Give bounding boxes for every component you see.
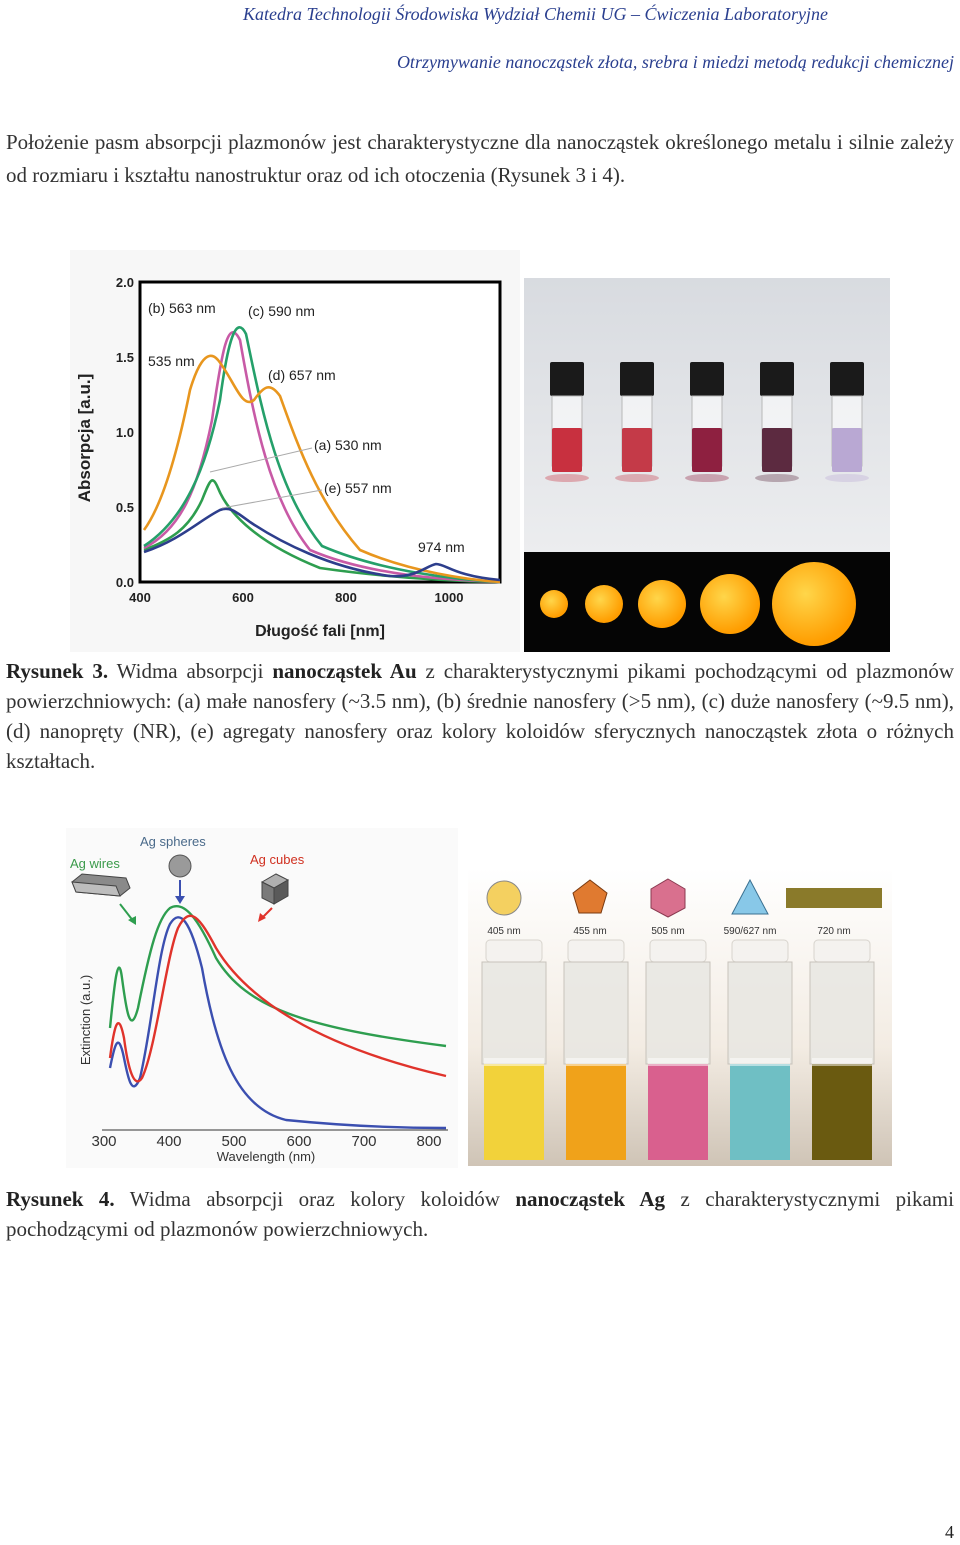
x-tick-label: 600	[232, 590, 254, 605]
label-974: 974 nm	[418, 539, 465, 555]
caption-text: Widma absorpcji	[108, 659, 273, 683]
y-tick-label: 1.5	[116, 350, 134, 365]
curve-d	[142, 354, 501, 584]
ag-wires-curve	[108, 905, 447, 1048]
x-tick-label: 600	[286, 1133, 311, 1150]
gold-sphere	[540, 590, 568, 618]
ag-cubes-label: Ag cubes	[250, 852, 305, 867]
ag-colloid-photo: 405 nm 455 nm 505 nm 590/627 nm 720 nm	[468, 868, 892, 1166]
nanoparticle-shape: 455 nm	[572, 879, 608, 937]
au-absorption-chart: 0.0 0.5 1.0 1.5 2.0 400 600 800 1000 Absorpcja …	[70, 250, 520, 652]
gold-sphere	[585, 585, 623, 623]
gold-sphere	[772, 562, 856, 646]
x-tick-label: 300	[91, 1133, 116, 1150]
label-535: 535 nm	[148, 353, 195, 369]
intro-paragraph: Położenie pasm absorpcji plazmonów jest …	[6, 130, 954, 187]
caption-label: Rysunek 3.	[6, 659, 109, 683]
y-tick-label: 1.0	[116, 425, 134, 440]
vial	[755, 362, 799, 482]
x-tick-label: 400	[129, 590, 151, 605]
vial	[685, 362, 729, 482]
header-topic: Otrzymywanie nanocząstek złota, srebra i…	[396, 52, 954, 72]
label-d: (d) 657 nm	[268, 367, 336, 383]
x-tick-label: 800	[416, 1133, 441, 1150]
au-colloid-photo	[524, 278, 890, 652]
nanoparticle-shape: 720 nm	[786, 888, 882, 937]
nanoparticle-shape: 405 nm	[486, 880, 522, 937]
curve-e	[143, 507, 501, 582]
nanoparticle-shape: 590/627 nm	[724, 878, 777, 937]
x-tick-label: 800	[335, 590, 357, 605]
label-b: (b) 563 nm	[148, 300, 216, 316]
gold-sphere	[638, 580, 686, 628]
gold-sphere	[700, 574, 760, 634]
header-institution: Katedra Technologii Środowiska Wydział C…	[242, 4, 828, 24]
curve-a	[143, 479, 501, 584]
label-a: (a) 530 nm	[314, 437, 382, 453]
y-tick-label: 0.5	[116, 500, 134, 515]
y-axis-label: Absorpcja [a.u.]	[75, 374, 94, 502]
vial	[615, 362, 659, 482]
caption-text: Widma absorpcji oraz kolory koloidów	[114, 1187, 516, 1211]
caption-label: Rysunek 4.	[6, 1187, 115, 1211]
caption-text: z charakterystycznymi pikami pochodzącym…	[6, 659, 954, 773]
ag-cube-icon	[260, 873, 290, 905]
curve-c	[143, 326, 501, 584]
shape-peak-label: 455 nm	[573, 926, 606, 937]
x-tick-label: 500	[221, 1133, 246, 1150]
ag-wire-icon	[71, 873, 131, 897]
x-axis-label: Długość fali [nm]	[255, 623, 385, 640]
y-tick-label: 0.0	[116, 575, 134, 590]
caption-text: z charakterystycznymi pikami pochodzącym…	[6, 1187, 954, 1241]
shape-peak-label: 505 nm	[651, 926, 684, 937]
shape-peak-label: 720 nm	[817, 926, 850, 937]
page-number: 4	[945, 1522, 954, 1542]
x-tick-label: 700	[351, 1133, 376, 1150]
figure3-caption: Rysunek 3. Widma absorpcji nanocząstek A…	[6, 656, 954, 776]
cuvette	[481, 939, 547, 1160]
ag-cubes-curve	[108, 914, 447, 1083]
vial	[545, 362, 589, 482]
caption-bold: nanocząstek Au	[272, 659, 417, 683]
x-axis-label: Wavelength (nm)	[217, 1149, 316, 1164]
ag-sphere-icon	[168, 854, 192, 878]
ag-extinction-chart: 300 400 500 600 700 800 Extinction (a.u.) Wav…	[66, 828, 458, 1168]
y-axis-label: Extinction (a.u.)	[78, 975, 93, 1065]
ag-spheres-curve	[108, 916, 447, 1130]
cuvette	[645, 939, 711, 1160]
figure4-caption: Rysunek 4. Widma absorpcji oraz kolory k…	[6, 1184, 954, 1244]
cuvette	[727, 939, 793, 1160]
ag-wires-label: Ag wires	[70, 856, 120, 871]
cuvette	[563, 939, 629, 1160]
nanoparticle-shape: 505 nm	[650, 878, 686, 937]
shape-peak-label: 590/627 nm	[724, 926, 777, 937]
y-tick-label: 2.0	[116, 275, 134, 290]
x-tick-label: 1000	[435, 590, 464, 605]
ag-spheres-label: Ag spheres	[140, 834, 206, 849]
label-c: (c) 590 nm	[248, 303, 315, 319]
shape-peak-label: 405 nm	[487, 926, 520, 937]
vial	[825, 362, 869, 482]
cuvette	[809, 939, 875, 1160]
x-tick-label: 400	[156, 1133, 181, 1150]
caption-bold: nanocząstek Ag	[515, 1187, 665, 1211]
label-e: (e) 557 nm	[324, 480, 392, 496]
